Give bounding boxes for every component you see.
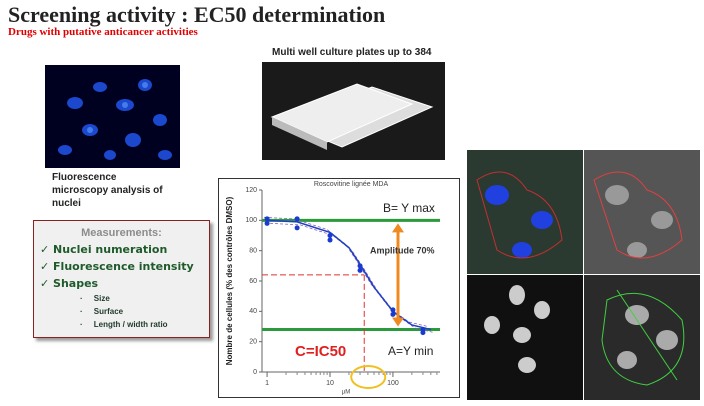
ic50-label: C=IC50 [295, 343, 346, 360]
plates-caption: Multi well culture plates up to 384 [272, 47, 432, 58]
bullet: · [80, 307, 94, 316]
data-point [294, 225, 300, 231]
data-point [420, 330, 426, 336]
bullet: · [80, 294, 94, 303]
y-tick-label: 0 [253, 369, 257, 376]
data-point [327, 237, 333, 243]
amplitude-label: Amplitude 70% [370, 245, 435, 255]
data-point [264, 220, 270, 226]
chart: Roscovitine lignée MDA 0 20 40 60 80 100 120 1 10… [218, 178, 460, 398]
y-min-label: A=Y min [388, 344, 433, 358]
measurements-box: Measurements: ✓ Nuclei numeration ✓ Fluor… [33, 220, 210, 338]
x-tick-label: 100 [387, 380, 399, 387]
data-point [327, 233, 333, 238]
shape-detail-text: Length / width ratio [93, 320, 168, 329]
shape-detail: · Surface [80, 307, 209, 316]
measurement-item: ✓ Shapes [40, 277, 209, 290]
data-point [357, 263, 363, 269]
data-point [390, 307, 396, 313]
shape-detail-text: Surface [93, 307, 124, 316]
bullet: ✓ [40, 277, 54, 290]
y-tick-label: 100 [245, 217, 257, 224]
bullet: ✓ [40, 243, 54, 256]
data-point [294, 216, 300, 222]
measurement-item: ✓ Nuclei numeration [40, 243, 209, 256]
data-point [264, 216, 270, 222]
arrow-head [392, 317, 404, 327]
measurement-item-text: Nuclei numeration [53, 243, 168, 256]
data-point [357, 267, 363, 273]
cell-images [467, 150, 700, 400]
measurements-list: ✓ Nuclei numeration ✓ Fluorescence intens… [40, 243, 209, 329]
bullet: ✓ [40, 260, 54, 273]
x-unit: µM [342, 390, 350, 396]
y-tick-label: 20 [249, 339, 257, 346]
y-tick-label: 60 [249, 278, 257, 285]
data-point [390, 311, 396, 317]
nuclei-image [45, 65, 180, 168]
shape-detail: · Size [80, 294, 209, 303]
x-tick-label: 1 [265, 380, 269, 387]
shape-detail: · Length / width ratio [80, 320, 209, 329]
y-max-label: B= Y max [383, 201, 435, 215]
shape-detail-text: Size [93, 294, 110, 303]
bullet: · [80, 320, 94, 329]
plates-image [262, 62, 445, 160]
title: Screening activity : EC50 determination [8, 2, 386, 27]
measurement-item-text: Shapes [53, 277, 99, 290]
measurements-title: Measurements: [81, 227, 162, 239]
chart-title: Roscovitine lignée MDA [314, 181, 389, 188]
microscopy-caption: Fluorescence microscopy analysis of nucl… [52, 172, 163, 209]
measurement-item: ✓ Fluorescence intensity [40, 260, 209, 273]
x-tick-label: 10 [326, 380, 334, 387]
y-tick-label: 120 [245, 187, 257, 194]
y-tick-label: 80 [249, 248, 257, 255]
ic50-circle [350, 365, 387, 389]
arrow-head [392, 223, 404, 233]
measurement-item-text: Fluorescence intensity [53, 260, 194, 273]
y-tick-label: 40 [249, 308, 257, 315]
subtitle: Drugs with putative anticancer activitie… [8, 26, 198, 38]
y-axis-label: Nombre de cellules (% des contrôles DMSO… [225, 196, 234, 365]
